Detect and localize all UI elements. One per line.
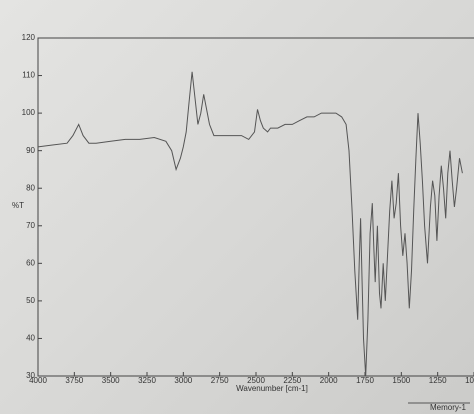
x-tick-label: 3750 — [65, 376, 83, 385]
x-tick-label: 1000 — [465, 376, 474, 385]
x-tick-label: 2500 — [247, 376, 265, 385]
y-tick-label: 40 — [26, 334, 35, 343]
x-tick-label: 1750 — [356, 376, 374, 385]
x-axis-label: Wavenumber [cm-1] — [236, 384, 308, 393]
plot-frame — [37, 37, 474, 377]
x-tick-label: 1500 — [392, 376, 410, 385]
x-tick-label: 2000 — [320, 376, 338, 385]
spectrum-line — [37, 71, 463, 377]
y-tick-label: 30 — [26, 371, 35, 380]
y-tick-label: 80 — [26, 183, 35, 192]
x-tick-label: 2750 — [211, 376, 229, 385]
y-tick-label: 70 — [26, 221, 35, 230]
y-tick-label: 120 — [22, 33, 36, 42]
y-tick-label: 90 — [26, 146, 35, 155]
x-tick-label: 1250 — [429, 376, 447, 385]
y-tick-label: 50 — [26, 296, 35, 305]
y-tick-label: 60 — [26, 258, 35, 267]
x-tick-label: 3250 — [138, 376, 156, 385]
x-tick-label: 4000 — [29, 376, 47, 385]
footer-label: Memory-1 — [430, 403, 467, 412]
y-tick-label: 100 — [22, 108, 36, 117]
x-tick-label: 3500 — [102, 376, 120, 385]
x-tick-label: 3000 — [174, 376, 192, 385]
y-tick-label: 110 — [22, 71, 35, 80]
x-tick-label: 2250 — [283, 376, 301, 385]
y-axis-label: %T — [12, 201, 24, 210]
